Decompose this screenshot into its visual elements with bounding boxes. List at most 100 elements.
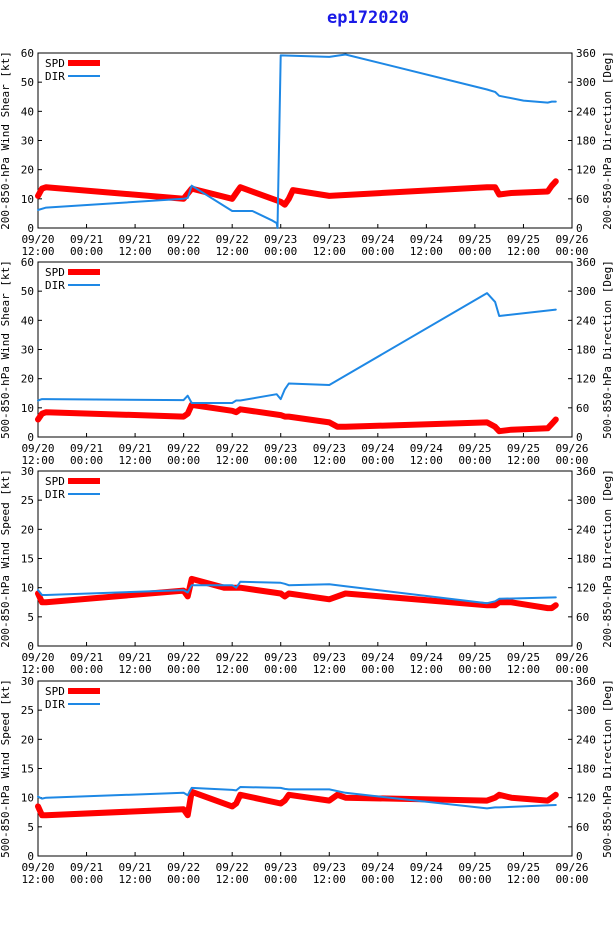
panel-4: 05101520253006012018024030036009/2012:00… (0, 675, 614, 886)
x-tick-time: 00:00 (555, 873, 588, 886)
x-tick-date: 09/25 (507, 442, 540, 455)
x-tick-date: 09/26 (555, 233, 588, 246)
x-tick-date: 09/25 (458, 861, 491, 874)
x-tick-time: 12:00 (410, 663, 443, 676)
legend-dir-label: DIR (45, 488, 65, 501)
x-tick-date: 09/26 (555, 442, 588, 455)
x-tick-date: 09/25 (458, 651, 491, 664)
x-tick-time: 12:00 (119, 245, 152, 258)
x-tick-time: 12:00 (507, 454, 540, 467)
right-tick-label: 120 (576, 164, 596, 177)
right-tick-label: 300 (576, 285, 596, 298)
left-tick-label: 20 (21, 373, 34, 386)
x-tick-time: 00:00 (458, 454, 491, 467)
x-tick-date: 09/26 (555, 861, 588, 874)
x-tick-time: 12:00 (21, 663, 54, 676)
left-tick-label: 30 (21, 135, 34, 148)
x-tick-date: 09/24 (361, 861, 394, 874)
left-tick-label: 0 (27, 431, 34, 444)
right-tick-label: 360 (576, 675, 596, 688)
x-tick-date: 09/24 (410, 442, 443, 455)
x-tick-time: 00:00 (555, 245, 588, 258)
x-tick-date: 09/25 (458, 233, 491, 246)
x-tick-date: 09/24 (410, 861, 443, 874)
right-tick-label: 360 (576, 256, 596, 269)
x-tick-time: 00:00 (361, 663, 394, 676)
panel-3: 05101520253006012018024030036009/2012:00… (0, 465, 614, 676)
x-tick-date: 09/20 (21, 861, 54, 874)
left-tick-label: 5 (27, 821, 34, 834)
spd-series-line (35, 401, 559, 435)
x-tick-date: 09/22 (216, 442, 249, 455)
right-tick-label: 240 (576, 314, 596, 327)
x-tick-time: 00:00 (167, 245, 200, 258)
x-tick-time: 00:00 (555, 663, 588, 676)
right-tick-label: 120 (576, 582, 596, 595)
legend-spd-label: SPD (45, 685, 65, 698)
panel-1: 010203040506006012018024030036009/2012:0… (0, 47, 614, 258)
right-axis-title: 500-850-hPa Direction [Deg] (601, 679, 614, 858)
x-tick-time: 00:00 (458, 873, 491, 886)
right-tick-label: 300 (576, 76, 596, 89)
left-tick-label: 10 (21, 402, 34, 415)
dir-series-line (37, 53, 557, 229)
plot-frame (37, 52, 573, 229)
right-tick-label: 300 (576, 704, 596, 717)
x-tick-time: 00:00 (70, 245, 103, 258)
x-tick-date: 09/21 (119, 233, 152, 246)
x-tick-time: 00:00 (264, 873, 297, 886)
dir-series-line (37, 786, 557, 810)
x-tick-date: 09/23 (264, 442, 297, 455)
x-tick-date: 09/25 (507, 861, 540, 874)
right-tick-label: 120 (576, 792, 596, 805)
legend-dir-label: DIR (45, 70, 65, 83)
x-tick-time: 12:00 (119, 454, 152, 467)
left-tick-label: 30 (21, 675, 34, 688)
left-tick-label: 20 (21, 523, 34, 536)
right-tick-label: 60 (576, 402, 589, 415)
left-tick-label: 30 (21, 465, 34, 478)
legend-dir-label: DIR (45, 698, 65, 711)
x-tick-date: 09/25 (507, 233, 540, 246)
x-tick-date: 09/23 (313, 651, 346, 664)
x-tick-date: 09/24 (410, 651, 443, 664)
x-tick-date: 09/23 (264, 651, 297, 664)
x-tick-time: 00:00 (361, 245, 394, 258)
x-tick-date: 09/23 (264, 233, 297, 246)
x-tick-date: 09/22 (216, 861, 249, 874)
x-tick-date: 09/24 (361, 651, 394, 664)
right-tick-label: 60 (576, 193, 589, 206)
left-tick-label: 15 (21, 763, 34, 776)
x-tick-date: 09/21 (119, 442, 152, 455)
left-axis-title: 500-850-hPa Wind Shear [kt] (0, 260, 12, 439)
x-tick-date: 09/24 (361, 233, 394, 246)
right-tick-label: 180 (576, 344, 596, 357)
x-tick-date: 09/20 (21, 442, 54, 455)
x-tick-time: 00:00 (458, 663, 491, 676)
right-tick-label: 360 (576, 47, 596, 60)
x-tick-date: 09/22 (167, 861, 200, 874)
x-tick-date: 09/25 (458, 442, 491, 455)
right-tick-label: 60 (576, 611, 589, 624)
x-tick-date: 09/21 (119, 861, 152, 874)
x-tick-date: 09/23 (313, 442, 346, 455)
x-tick-date: 09/21 (70, 233, 103, 246)
x-tick-time: 00:00 (555, 454, 588, 467)
x-tick-time: 00:00 (70, 454, 103, 467)
x-tick-time: 00:00 (167, 663, 200, 676)
x-tick-time: 12:00 (410, 245, 443, 258)
x-tick-date: 09/23 (313, 233, 346, 246)
x-tick-time: 00:00 (264, 663, 297, 676)
x-tick-time: 12:00 (313, 245, 346, 258)
x-tick-time: 12:00 (313, 454, 346, 467)
x-tick-date: 09/22 (216, 651, 249, 664)
chart-title: ep172020 (327, 8, 409, 28)
x-tick-date: 09/24 (410, 233, 443, 246)
left-tick-label: 0 (27, 222, 34, 235)
x-tick-time: 00:00 (70, 873, 103, 886)
x-tick-time: 12:00 (410, 454, 443, 467)
x-tick-date: 09/22 (167, 442, 200, 455)
